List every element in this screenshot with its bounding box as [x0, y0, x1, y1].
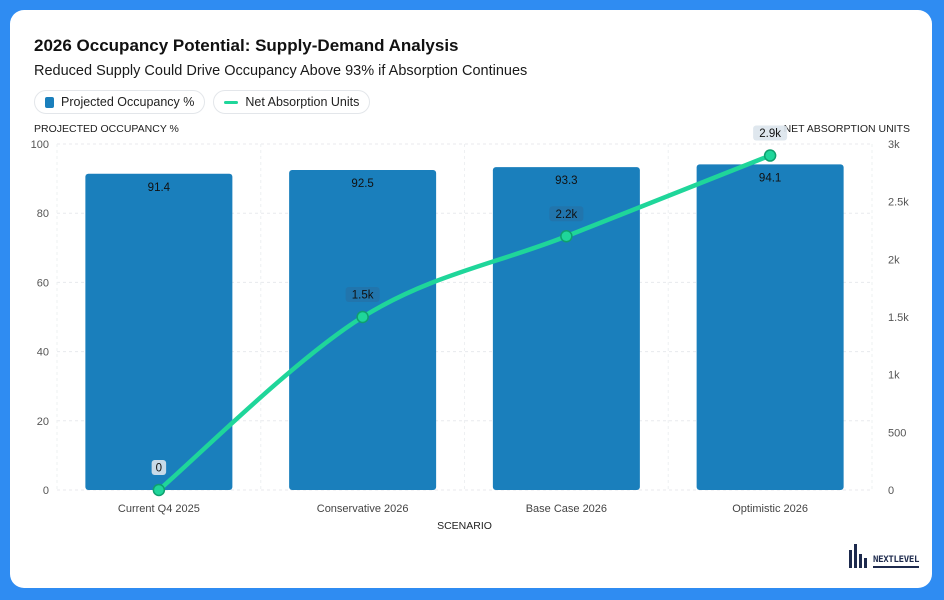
y-left-tick-label: 60: [37, 277, 49, 289]
legend-item-absorption[interactable]: Net Absorption Units: [213, 90, 371, 114]
combo-chart: PROJECTED OCCUPANCY % NET ABSORPTION UNIT…: [31, 123, 910, 532]
chart-subtitle: Reduced Supply Could Drive Occupancy Abo…: [34, 63, 528, 79]
y-right-tick-label: 1k: [888, 370, 900, 382]
line-point: [356, 310, 369, 324]
y-right-tick-label: 0: [888, 485, 894, 497]
y-right-axis-title: NET ABSORPTION UNITS: [784, 123, 910, 135]
logo-text: NEXTLEVEL: [873, 556, 919, 568]
legend-item-occupancy[interactable]: Projected Occupancy %: [34, 90, 206, 114]
x-tick-label: Optimistic 2026: [732, 503, 808, 515]
chart-title: 2026 Occupancy Potential: Supply-Demand …: [34, 36, 459, 55]
line-value-label: 2.2k: [556, 209, 578, 221]
y-left-axis-title: PROJECTED OCCUPANCY %: [34, 123, 179, 135]
logo: NEXTLEVEL: [848, 542, 919, 568]
y-left-tick-label: 100: [31, 139, 49, 151]
bar: [85, 173, 233, 491]
line-point: [560, 230, 573, 243]
y-right-tick-label: 2k: [888, 254, 900, 266]
legend-label-absorption: Net Absorption Units: [245, 95, 360, 109]
bar: [696, 164, 844, 490]
bar-value-label: 92.5: [351, 178, 373, 190]
y-left-tick-label: 80: [37, 208, 49, 220]
legend-label-occupancy: Projected Occupancy %: [61, 95, 195, 109]
bar: [289, 169, 437, 490]
bar-value-label: 91.4: [148, 182, 171, 194]
y-right-tick-label: 2.5k: [888, 197, 909, 209]
bar-value-label: 94.1: [759, 172, 781, 184]
x-axis-title: SCENARIO: [437, 520, 492, 532]
y-right-tick-label: 1.5k: [888, 312, 909, 324]
line-point: [152, 483, 166, 497]
y-right-tick-label: 500: [888, 427, 906, 439]
line-label-bg: [549, 206, 584, 222]
line-label-bg: [151, 460, 167, 475]
chart-card: 2026 Occupancy Potential: Supply-Demand …: [10, 10, 932, 588]
y-left-tick-label: 0: [43, 485, 49, 497]
legend: Projected Occupancy % Net Absorption Uni…: [34, 90, 371, 114]
line-swatch-icon: [224, 100, 239, 104]
bar-swatch-icon: [45, 96, 54, 108]
y-left-tick-label: 40: [37, 347, 49, 359]
line-value-label: 1.5k: [352, 290, 374, 302]
bar-value-label: 93.3: [555, 175, 577, 187]
x-tick-label: Base Case 2026: [526, 503, 607, 515]
y-right-tick-label: 3k: [888, 139, 900, 151]
building-bars-icon: [849, 544, 867, 568]
line-value-label: 2.9k: [759, 128, 781, 140]
x-tick-label: Conservative 2026: [317, 503, 409, 515]
line-label-bg: [753, 125, 788, 141]
x-tick-label: Current Q4 2025: [118, 503, 200, 515]
line-value-label: 0: [156, 463, 162, 475]
line-point: [763, 149, 777, 162]
y-left-tick-label: 20: [37, 416, 49, 428]
line-label-bg: [345, 287, 380, 302]
series-line-absorption: [156, 153, 773, 493]
